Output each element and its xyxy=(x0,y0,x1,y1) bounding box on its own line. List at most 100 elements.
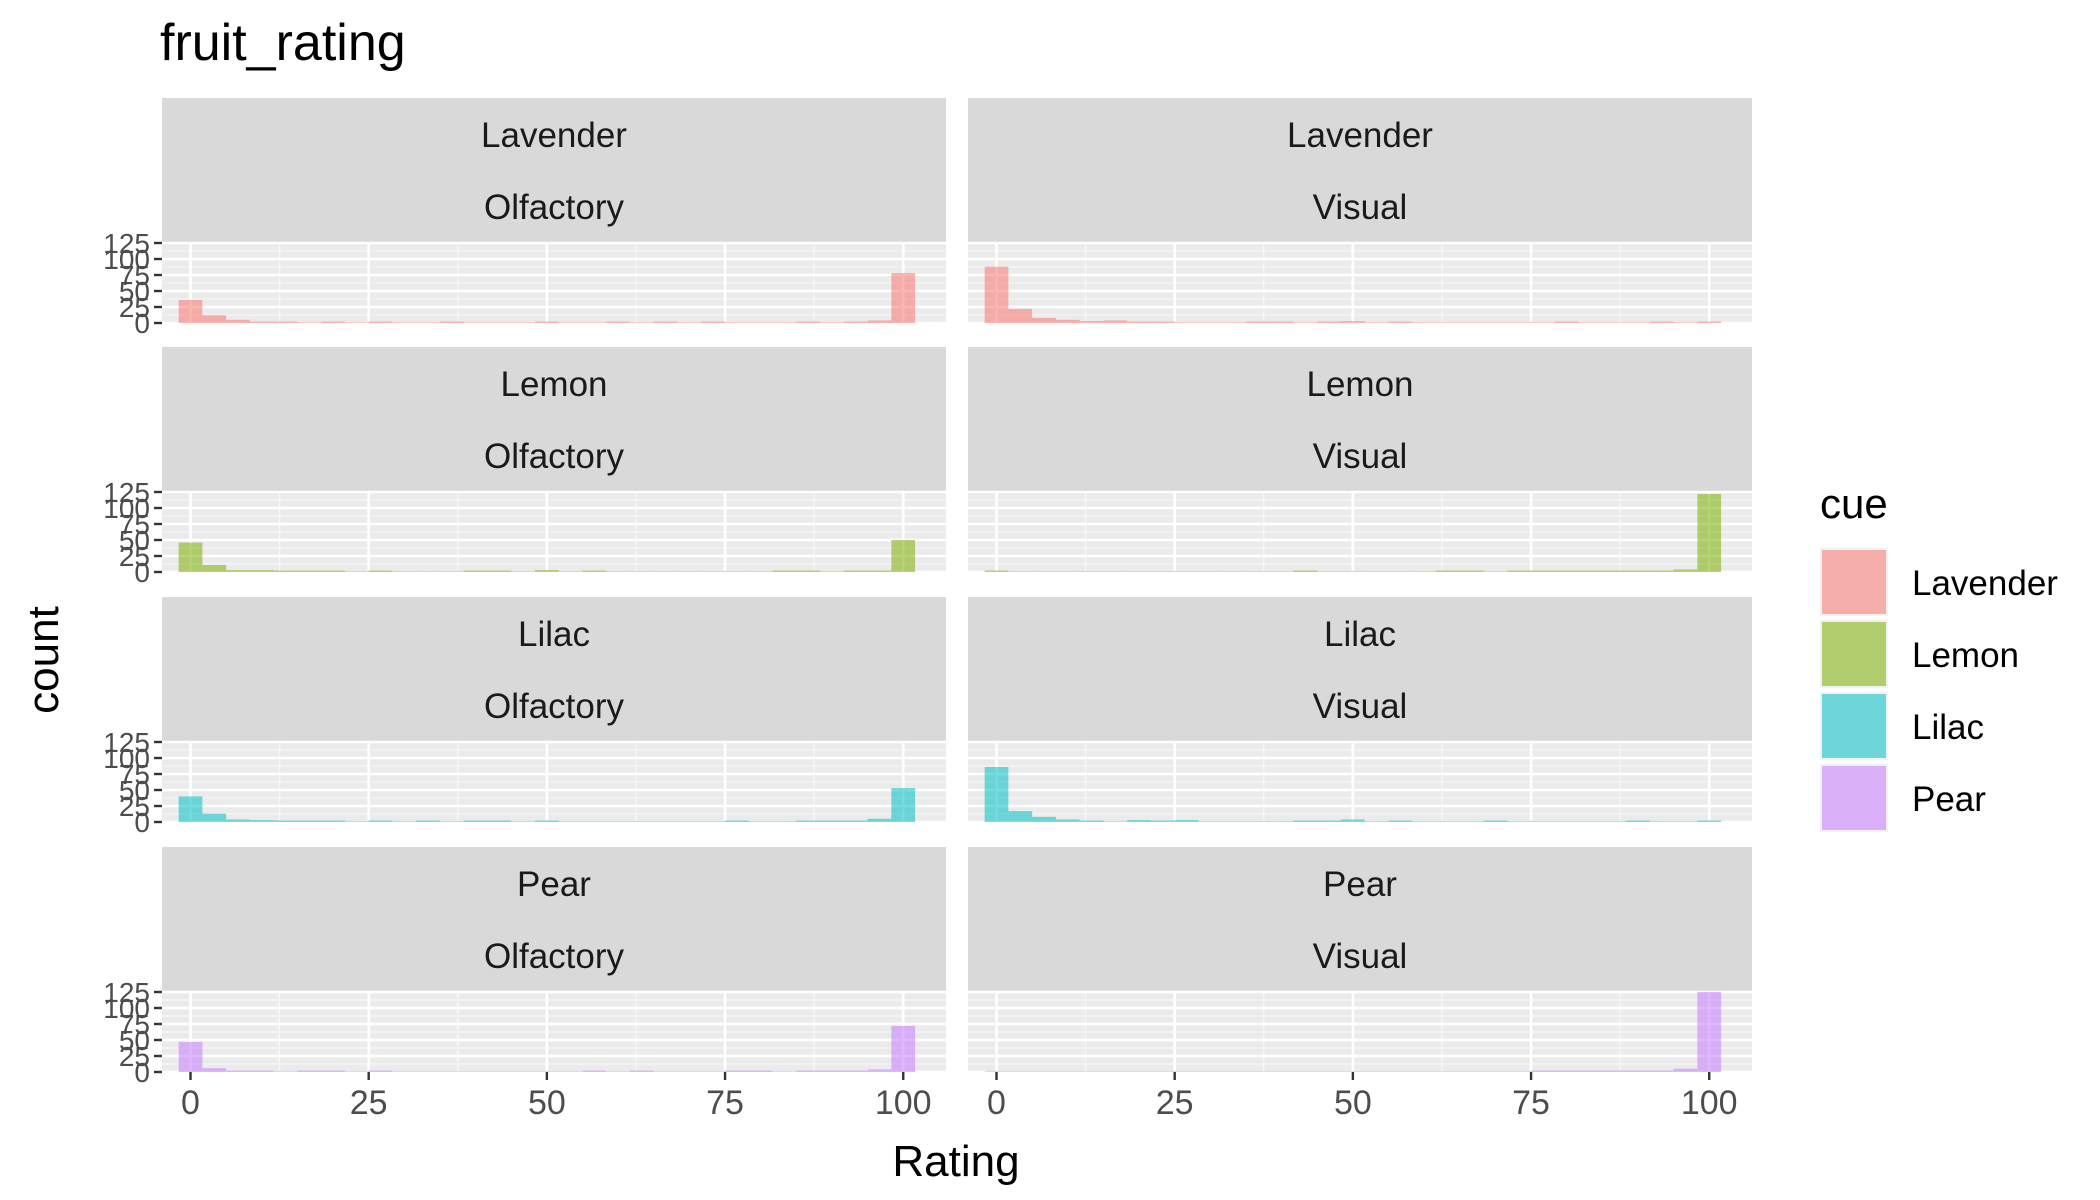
y-tick-label: 100 xyxy=(103,493,150,524)
histogram-bar xyxy=(534,820,559,822)
histogram-bar xyxy=(416,321,440,323)
facet-strip xyxy=(968,597,1752,742)
histogram-bar xyxy=(701,570,726,572)
histogram-bar xyxy=(226,319,250,323)
histogram-bar xyxy=(1245,820,1270,822)
histogram-bar xyxy=(249,820,274,822)
y-tick-label: 125 xyxy=(103,228,150,259)
histogram-bar xyxy=(867,1069,892,1072)
histogram-bar xyxy=(653,1070,678,1072)
x-axis-title: Rating xyxy=(892,1137,1019,1186)
histogram-bar xyxy=(820,1070,844,1072)
histogram-bar xyxy=(1673,1068,1698,1072)
histogram-bar xyxy=(202,564,227,572)
histogram-bar xyxy=(1293,1070,1318,1072)
histogram-bar xyxy=(1222,1070,1246,1072)
x-tick-label: 0 xyxy=(181,1084,200,1122)
histogram-bar xyxy=(439,1070,464,1072)
histogram-bar xyxy=(344,321,369,323)
histogram-bar xyxy=(843,1070,868,1072)
histogram-bar xyxy=(1388,820,1413,822)
facet-panel: Lilac Visual xyxy=(968,597,1752,824)
histogram-bar xyxy=(1174,321,1199,323)
histogram-bar xyxy=(1269,1070,1294,1072)
histogram-bar xyxy=(1055,1070,1080,1072)
histogram-bar xyxy=(1483,321,1508,323)
histogram-bar xyxy=(1697,493,1722,572)
histogram-bar xyxy=(344,570,369,572)
histogram-bar xyxy=(820,820,844,822)
histogram-bar xyxy=(582,570,607,572)
facet-strip-label-top: Lemon xyxy=(500,365,607,404)
histogram-bar xyxy=(321,1070,345,1072)
facet-panels: LavenderOlfactory0255075100125LavenderVi… xyxy=(103,98,1752,1122)
histogram-bar xyxy=(1198,1070,1223,1072)
x-tick-label: 75 xyxy=(706,1084,744,1122)
histogram-bar xyxy=(297,321,322,323)
histogram-bar xyxy=(1055,319,1080,323)
histogram-bar xyxy=(1269,570,1294,572)
histogram-bar xyxy=(511,820,535,822)
histogram-bar xyxy=(1673,569,1698,572)
histogram-bar xyxy=(1079,1070,1104,1072)
facet-strip xyxy=(162,347,946,492)
y-tick-label: 25 xyxy=(119,791,150,822)
histogram-bar xyxy=(1554,1070,1579,1072)
histogram-bar xyxy=(344,1070,369,1072)
histogram-bar xyxy=(796,1070,821,1072)
facet-strip xyxy=(968,347,1752,492)
histogram-bar xyxy=(1222,820,1246,822)
facet-strip-label-top: Pear xyxy=(517,865,591,904)
histogram-bar xyxy=(1269,820,1294,822)
histogram-bar xyxy=(701,1070,726,1072)
histogram-bar xyxy=(653,820,678,822)
histogram-bar xyxy=(416,570,440,572)
facet-strip xyxy=(968,847,1752,992)
histogram-bar xyxy=(1032,1070,1056,1072)
histogram-bar xyxy=(725,1070,749,1072)
histogram-bar xyxy=(1150,1070,1175,1072)
histogram-bar xyxy=(1436,820,1460,822)
histogram-bar xyxy=(226,1070,250,1072)
histogram-bar xyxy=(392,1070,417,1072)
histogram-bar xyxy=(1055,570,1080,572)
histogram-bar xyxy=(439,570,464,572)
x-tick-label: 100 xyxy=(875,1084,932,1122)
histogram-bar xyxy=(1412,570,1437,572)
histogram-bar xyxy=(606,820,631,822)
histogram-bar xyxy=(1697,820,1722,822)
histogram-bar xyxy=(321,820,345,822)
histogram-bar xyxy=(1079,321,1104,323)
facet-panel: Pear Visual 0 25 50 75 100 xyxy=(968,847,1752,1122)
histogram-bar xyxy=(1531,570,1555,572)
histogram-bar xyxy=(1578,1070,1603,1072)
histogram-bar xyxy=(463,820,488,822)
histogram-bar xyxy=(1507,1070,1532,1072)
histogram-bar xyxy=(297,820,322,822)
histogram-bar xyxy=(1245,1070,1270,1072)
facet-strip-label-top: Lavender xyxy=(481,116,627,155)
facet-strip-label-bottom: Olfactory xyxy=(484,437,625,476)
histogram-bar xyxy=(416,820,440,822)
histogram-bar xyxy=(1554,321,1579,323)
histogram-bar xyxy=(748,570,773,572)
histogram-bar xyxy=(1388,1070,1413,1072)
histogram-bar xyxy=(321,570,345,572)
facet-strip-label-bottom: Olfactory xyxy=(484,188,625,227)
histogram-bar xyxy=(1127,1070,1151,1072)
histogram-bar xyxy=(606,321,631,323)
legend-title: cue xyxy=(1820,480,1888,527)
histogram-bar xyxy=(772,321,797,323)
facet-panel: Lavender Visual xyxy=(968,98,1752,325)
histogram-bar xyxy=(701,820,726,822)
y-tick-label: 125 xyxy=(103,977,150,1008)
histogram-bar xyxy=(273,820,298,822)
facet-strip-label-top: Lemon xyxy=(1306,365,1413,404)
histogram-bar xyxy=(725,321,749,323)
histogram-bar xyxy=(297,570,322,572)
histogram-bar xyxy=(748,1070,773,1072)
histogram-bar xyxy=(1459,1070,1484,1072)
histogram-bar xyxy=(1602,1070,1627,1072)
